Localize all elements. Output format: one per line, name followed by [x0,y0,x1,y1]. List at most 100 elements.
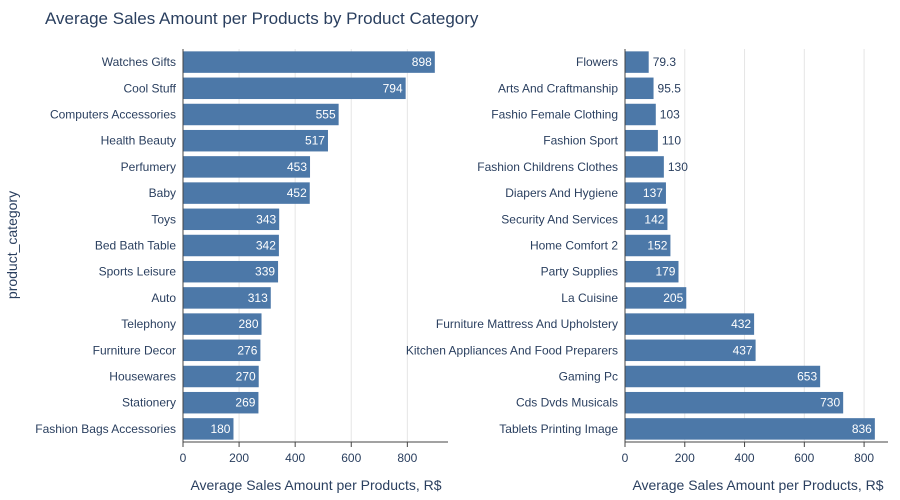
bar [183,391,259,414]
y-tick-label: Tablets Printing Image [499,422,618,436]
bar [625,208,668,231]
bar [625,103,656,126]
y-tick-label: Fashio Female Clothing [491,108,618,122]
data-label: 343 [256,212,276,226]
x-axis-title: Average Sales Amount per Products, R$ [190,477,441,493]
y-tick-label: Housewares [109,370,176,384]
bar [625,418,875,440]
data-label: 280 [238,317,258,331]
y-tick-label: Baby [149,186,176,200]
bar [183,129,328,152]
bar [183,234,279,257]
y-tick-label: Fashion Childrens Clothes [477,160,618,174]
data-label: 452 [287,186,307,200]
y-tick-label: Party Supplies [541,265,618,279]
bar [625,234,671,257]
y-tick-label: Cool Stuff [124,81,177,95]
bar [183,182,310,204]
data-label: 103 [660,108,680,122]
bar [183,208,280,231]
bar [183,339,261,362]
x-tick-label: 0 [622,451,629,465]
y-tick-label: Furniture Decor [93,343,176,357]
data-label: 270 [236,370,256,384]
y-tick-label: Fashion Sport [543,134,618,148]
data-label: 432 [731,317,751,331]
bar [183,313,262,335]
data-label: 269 [235,396,255,410]
bar [625,339,756,362]
y-tick-label: Fashion Bags Accessories [35,422,176,436]
bar [625,287,687,309]
bar [625,156,664,178]
y-tick-label: Watches Gifts [102,55,176,69]
x-tick-label: 800 [854,451,874,465]
data-label: 453 [287,160,307,174]
x-tick-label: 800 [397,451,417,465]
y-tick-label: Flowers [576,55,618,69]
data-label: 137 [643,186,663,200]
data-label: 313 [248,291,268,305]
bar [183,156,311,178]
bar [625,182,666,204]
data-label: 339 [255,265,275,279]
y-tick-label: Cds Dvds Musicals [516,396,618,410]
data-label: 130 [668,160,688,174]
data-label: 342 [256,239,276,253]
y-tick-label: Security And Services [501,212,618,226]
y-tick-label: Gaming Pc [559,370,618,384]
bar [625,260,679,283]
bar [183,418,234,440]
data-label: 179 [655,265,675,279]
bar [183,103,339,126]
data-label: 730 [820,396,840,410]
x-tick-label: 200 [675,451,695,465]
bar [183,287,271,309]
data-label: 836 [852,422,872,436]
bar [183,77,406,100]
data-label: 276 [237,343,257,357]
data-label: 95.5 [658,81,682,95]
bar [625,77,654,100]
y-tick-label: Telephony [121,317,176,331]
y-tick-label: Kitchen Appliances And Food Preparers [406,343,618,357]
bar [183,260,279,283]
y-tick-label: Home Comfort 2 [530,239,618,253]
y-tick-label: Bed Bath Table [95,239,177,253]
data-label: 142 [644,212,664,226]
data-label: 898 [412,55,432,69]
bar [625,365,821,388]
x-tick-label: 600 [794,451,814,465]
x-tick-label: 200 [229,451,249,465]
bar [625,129,658,152]
x-tick-label: 0 [180,451,187,465]
x-tick-label: 400 [735,451,755,465]
y-tick-label: Toys [151,212,176,226]
data-label: 110 [662,134,681,148]
y-tick-label: Computers Accessories [50,108,176,122]
data-label: 794 [383,81,403,95]
bar [183,51,435,73]
x-tick-label: 600 [341,451,361,465]
y-tick-label: Diapers And Hygiene [505,186,618,200]
y-tick-label: Furniture Mattress And Upholstery [436,317,618,331]
data-label: 517 [305,134,325,148]
y-tick-label: Sports Leisure [99,265,177,279]
y-tick-label: La Cuisine [561,291,618,305]
data-label: 79.3 [653,55,677,69]
data-label: 437 [733,343,753,357]
data-label: 180 [210,422,230,436]
y-tick-label: Arts And Craftmanship [498,81,618,95]
data-label: 205 [663,291,683,305]
y-tick-label: Auto [151,291,176,305]
y-tick-label: Health Beauty [101,134,176,148]
x-tick-label: 400 [285,451,305,465]
bar [625,313,755,335]
y-tick-label: Perfumery [121,160,176,174]
data-label: 152 [647,239,667,253]
data-label: 555 [316,108,336,122]
y-tick-label: Stationery [122,396,176,410]
bar [183,365,259,388]
x-axis-title: Average Sales Amount per Products, R$ [632,477,883,493]
